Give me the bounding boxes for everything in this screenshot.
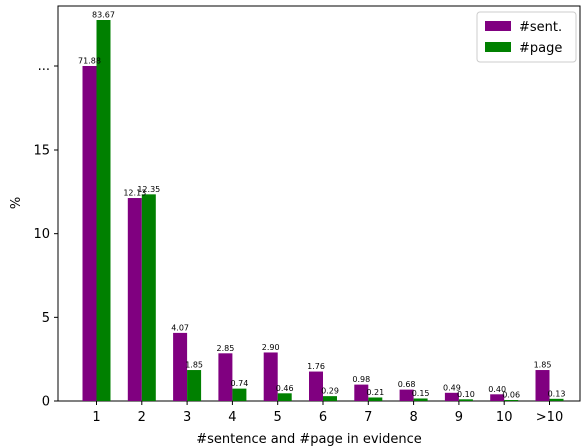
- bar-page: [549, 398, 564, 401]
- y-break-tick-label: ...: [38, 59, 50, 74]
- y-axis-label: %: [9, 197, 24, 209]
- bar-page: [277, 393, 292, 401]
- y-tick-label: 5: [42, 311, 50, 326]
- data-label-page: 12.35: [137, 185, 160, 194]
- y-tick-label: 10: [33, 227, 50, 242]
- x-tick-label: 7: [364, 410, 372, 425]
- data-label-page: 1.85: [185, 361, 203, 370]
- data-label-sent: 12.13: [123, 189, 146, 198]
- bar-sent: [263, 352, 278, 401]
- data-label-sent: 71.88: [78, 57, 101, 66]
- bar-page: [323, 396, 337, 401]
- x-tick-label: 9: [455, 410, 463, 425]
- data-label-page: 0.29: [321, 387, 339, 396]
- bar-page: [141, 194, 156, 401]
- data-label-sent: 2.85: [216, 344, 234, 353]
- bar-sent: [127, 198, 142, 401]
- bar-page: [368, 397, 383, 401]
- data-label-sent: 2.90: [262, 343, 280, 352]
- bar-page: [458, 399, 473, 401]
- bar-page: [232, 388, 247, 401]
- data-label-page: 0.21: [366, 388, 384, 397]
- bar-sent: [354, 384, 369, 401]
- x-tick-label: 4: [228, 410, 236, 425]
- bar-page: [96, 20, 111, 401]
- legend-swatch-sent: [485, 21, 511, 31]
- bar-page: [504, 399, 519, 401]
- legend-label-sent: #sent.: [519, 20, 562, 35]
- data-label-sent: 0.98: [352, 375, 370, 384]
- x-tick-label: 5: [274, 410, 282, 425]
- bar-page: [187, 370, 202, 401]
- data-label-sent: 4.07: [171, 323, 189, 332]
- x-tick-label: 10: [496, 410, 513, 425]
- data-label-page: 83.67: [92, 11, 115, 20]
- x-axis-ticks: 1 2 3 4 5 6 7 8 9 10 >10: [92, 401, 563, 425]
- data-label-sent: 0.40: [488, 385, 506, 394]
- x-tick-label: 1: [92, 410, 100, 425]
- data-label-page: 0.15: [412, 389, 430, 398]
- y-tick-label: 0: [42, 395, 50, 410]
- data-label-page: 0.06: [502, 390, 520, 399]
- data-label-sent: 1.85: [534, 361, 552, 370]
- legend-label-page: #page: [519, 41, 562, 56]
- bar-sent: [82, 66, 97, 401]
- data-label-sent: 0.49: [443, 383, 461, 392]
- x-tick-label: 6: [319, 410, 327, 425]
- x-axis-label: #sentence and #page in evidence: [196, 432, 422, 447]
- x-tick-label: 3: [183, 410, 191, 425]
- y-tick-label: 15: [33, 144, 50, 159]
- data-label-page: 0.74: [230, 379, 248, 388]
- data-label-sent: 0.68: [398, 380, 416, 389]
- y-axis-ticks: 0 5 10 15...: [33, 59, 58, 410]
- bar-sent: [218, 353, 233, 401]
- x-tick-label: 8: [409, 410, 417, 425]
- bar-sent: [535, 370, 550, 401]
- data-label-sent: 1.76: [307, 362, 325, 371]
- bar-page: [413, 398, 428, 401]
- x-tick-label: >10: [536, 410, 563, 425]
- data-label-page: 0.10: [457, 390, 475, 399]
- data-label-page: 0.13: [548, 389, 566, 398]
- x-tick-label: 2: [138, 410, 146, 425]
- bars: [82, 20, 564, 401]
- bar-sent: [444, 392, 459, 401]
- bar-sent: [309, 371, 323, 401]
- bar-sent: [490, 394, 505, 401]
- legend-swatch-page: [485, 42, 511, 52]
- legend: #sent. #page: [476, 11, 577, 63]
- bar-sent: [399, 389, 414, 401]
- bar-sent: [173, 332, 188, 401]
- data-label-page: 0.46: [276, 384, 294, 393]
